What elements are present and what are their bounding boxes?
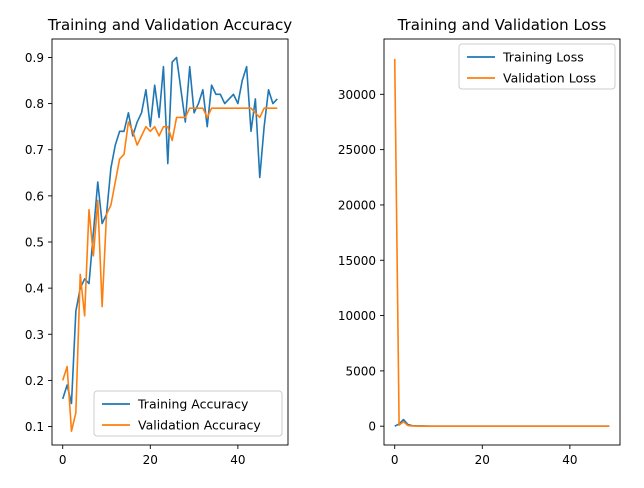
y-tick-label: 0.5 <box>25 236 44 250</box>
y-tick-label: 5000 <box>345 364 376 378</box>
x-tick-label: 0 <box>59 453 67 467</box>
y-tick-label: 30000 <box>338 88 376 102</box>
x-tick-label: 40 <box>562 453 577 467</box>
y-tick-label: 10000 <box>338 309 376 323</box>
y-tick-label: 0.8 <box>25 97 44 111</box>
chart-title: Training and Validation Accuracy <box>47 16 292 34</box>
x-tick-label: 20 <box>475 453 490 467</box>
chart-title: Training and Validation Loss <box>397 16 607 34</box>
axes-frame <box>383 38 621 446</box>
accuracy-plot: Training and Validation Accuracy 0 20 40 0.1… <box>25 16 292 467</box>
loss-plot: Training and Validation Loss 0 20 40 0 5000 10… <box>338 16 621 467</box>
x-tick-label: 40 <box>230 453 245 467</box>
y-tick-label: 0.4 <box>25 282 44 296</box>
y-tick-label: 0.6 <box>25 189 44 203</box>
y-tick-label: 0.7 <box>25 143 44 157</box>
y-tick-label: 15000 <box>338 254 376 268</box>
legend-label-validation-loss: Validation Loss <box>503 71 596 86</box>
y-tick-label: 25000 <box>338 143 376 157</box>
x-tick-label: 0 <box>391 453 399 467</box>
legend-box <box>458 43 616 90</box>
series-line-validation-accuracy <box>61 107 278 432</box>
legend: Training Loss Validation Loss <box>458 43 616 90</box>
series-line-validation-loss <box>393 58 610 427</box>
legend-box <box>93 390 283 437</box>
legend-label-training-loss: Training Loss <box>502 50 584 65</box>
legend: Training Accuracy Validation Accuracy <box>93 390 283 437</box>
y-tick-label: 0.1 <box>25 420 44 434</box>
legend-label-validation-accuracy: Validation Accuracy <box>138 418 261 433</box>
legend-label-training-accuracy: Training Accuracy <box>137 397 249 412</box>
y-tick-label: 20000 <box>338 198 376 212</box>
y-tick-label: 0 <box>368 420 376 434</box>
y-tick-label: 0.2 <box>25 374 44 388</box>
y-tick-label: 0.3 <box>25 328 44 342</box>
series-line-training-accuracy <box>61 56 278 405</box>
x-tick-label: 20 <box>143 453 158 467</box>
y-tick-label: 0.9 <box>25 51 44 65</box>
